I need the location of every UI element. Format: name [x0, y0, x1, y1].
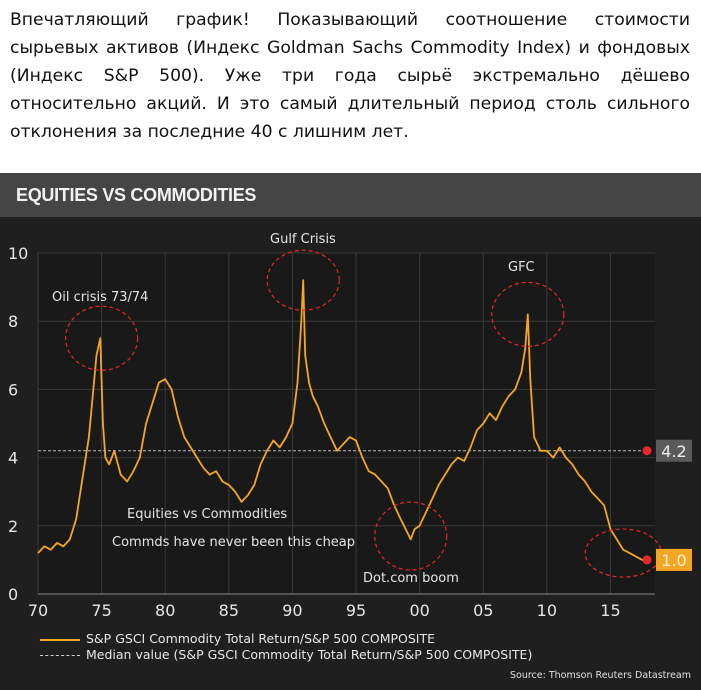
legend-item-series: S&P GSCI Commodity Total Return/S&P 500 … [40, 631, 532, 647]
line-chart: 70 75 80 85 90 95 00 05 10 15 0 2 4 6 8 10 Oil crisis 73… [8, 232, 692, 620]
y-tick-label: 8 [8, 312, 18, 331]
y-tick-label: 6 [8, 380, 18, 399]
x-tick-label: 15 [600, 601, 620, 620]
highlight-ellipse [374, 501, 448, 571]
end-label-box [656, 439, 692, 462]
end-marker [642, 446, 652, 456]
end-label-value: 4.2 [661, 442, 686, 461]
x-tick-label: 95 [346, 601, 366, 620]
x-tick-label: 75 [91, 601, 111, 620]
panel-header: EQUITIES VS COMMODITIES [0, 173, 701, 217]
chart-panel: EQUITIES VS COMMODITIES 70 75 80 85 90 95 00 05… [0, 173, 701, 690]
x-tick-label: 70 [28, 601, 48, 620]
x-tick-label: 00 [409, 601, 429, 620]
annotation-label: Gulf Crisis [270, 232, 336, 247]
annotation-label: Equities vs Commodities [127, 507, 287, 522]
legend-label-median: Median value (S&P GSCI Commodity Total R… [86, 647, 533, 662]
x-tick-label: 85 [219, 601, 239, 620]
plot-area [38, 253, 655, 594]
annotation-label: Oil crisis 73/74 [52, 290, 148, 305]
panel-title: EQUITIES VS COMMODITIES [16, 185, 257, 205]
highlight-ellipse [65, 305, 139, 371]
highlight-ellipse [491, 281, 565, 347]
x-tick-label: 05 [473, 601, 493, 620]
legend-swatch-series [40, 638, 80, 641]
x-tick-label: 90 [282, 601, 302, 620]
legend-item-median: Median value (S&P GSCI Commodity Total R… [40, 647, 532, 663]
legend: S&P GSCI Commodity Total Return/S&P 500 … [40, 631, 532, 663]
source-note: Source: Thomson Reuters Datastream [509, 670, 691, 681]
end-label-box [656, 548, 692, 571]
y-tick-label: 0 [8, 585, 18, 604]
annotation-label: GFC [508, 260, 535, 275]
highlight-ellipse [266, 249, 340, 311]
end-marker [642, 555, 652, 565]
y-tick-label: 4 [8, 449, 18, 468]
annotation-label: Commds have never been this cheap [112, 535, 355, 550]
y-tick-label: 10 [8, 244, 28, 263]
legend-swatch-median [40, 655, 80, 656]
y-tick-label: 2 [8, 517, 18, 536]
x-tick-label: 80 [155, 601, 175, 620]
x-tick-label: 10 [537, 601, 557, 620]
end-label-value: 1.0 [661, 551, 686, 570]
caption-text: Впечатляющий график! Показывающий соотно… [10, 10, 690, 142]
legend-label-series: S&P GSCI Commodity Total Return/S&P 500 … [86, 631, 436, 646]
series-line [37, 279, 649, 561]
annotation-label: Dot.com boom [363, 571, 459, 586]
